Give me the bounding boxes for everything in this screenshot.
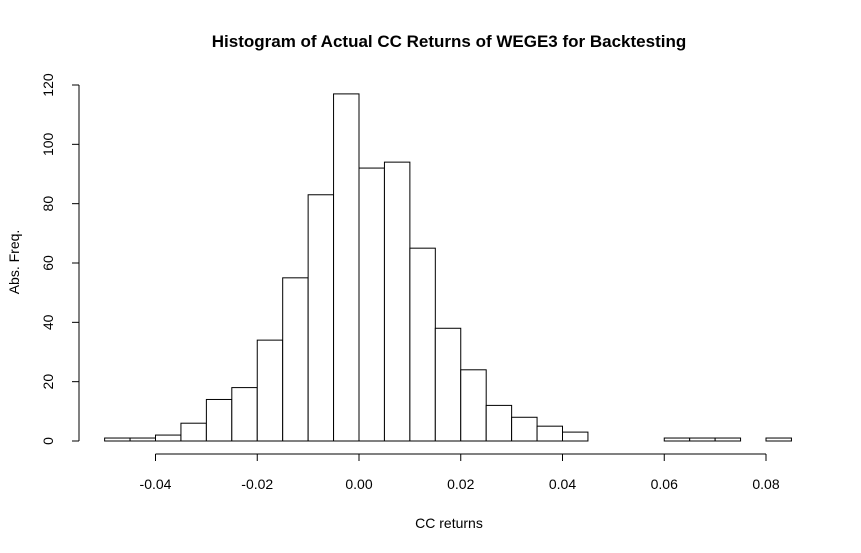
histogram-bar: [536, 425, 563, 442]
x-tick-label: -0.04: [140, 476, 172, 492]
x-tick-label: -0.02: [241, 476, 273, 492]
y-tick-label: 80: [40, 196, 56, 212]
y-tick-label: 20: [40, 374, 56, 390]
bars-group: [104, 93, 792, 442]
histogram-bar: [180, 422, 207, 442]
histogram-bar: [460, 369, 487, 442]
histogram-bar: [562, 431, 589, 442]
histogram-bar: [765, 437, 792, 442]
y-tick-label: 60: [40, 255, 56, 271]
x-tick-label: 0.08: [752, 476, 779, 492]
x-tick-label: 0.00: [345, 476, 372, 492]
x-axis-label: CC returns: [415, 515, 483, 531]
histogram-bar: [409, 247, 436, 442]
histogram-bar: [155, 434, 182, 442]
x-tick-label: 0.04: [549, 476, 576, 492]
histogram-bar: [485, 404, 513, 442]
x-tick-label: 0.06: [651, 476, 678, 492]
y-tick-label: 100: [40, 132, 56, 156]
y-axis-label: Abs. Freq.: [6, 230, 22, 295]
x-axis: -0.04 -0.02 0.00 0.02 0.04 0.06 0.08: [140, 453, 780, 492]
histogram-bar: [256, 339, 284, 442]
histogram-bar: [307, 194, 335, 442]
histogram-bar: [511, 416, 538, 442]
histogram-bar: [282, 277, 309, 442]
histogram-bar: [663, 437, 691, 442]
histogram-bar: [689, 437, 716, 442]
chart-title: Histogram of Actual CC Returns of WEGE3 …: [212, 32, 686, 51]
histogram-bar: [333, 93, 360, 442]
y-tick-label: 0: [40, 437, 56, 445]
histogram-bar: [231, 387, 258, 442]
histogram-bar: [358, 167, 385, 442]
histogram-bar: [383, 161, 411, 442]
y-tick-label: 40: [40, 314, 56, 330]
histogram-bar: [129, 437, 156, 442]
histogram-bar: [434, 327, 462, 442]
histogram-bar: [104, 437, 131, 442]
x-tick-label: 0.02: [447, 476, 474, 492]
histogram-bar: [714, 437, 742, 442]
y-tick-label: 120: [40, 73, 56, 97]
y-axis: 0 20 40 60 80 100 120: [40, 73, 80, 445]
histogram-bar: [205, 398, 233, 442]
